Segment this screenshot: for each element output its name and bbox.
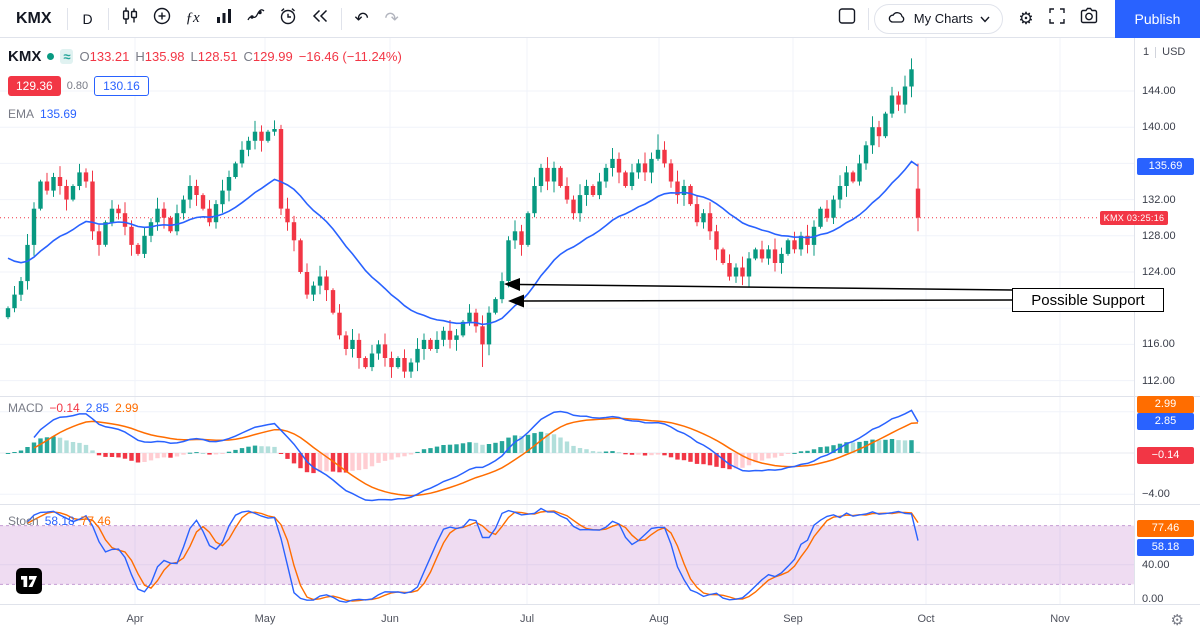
price-tick: 128.00 [1142, 229, 1176, 242]
month-label: Apr [126, 613, 144, 625]
compare-button[interactable] [146, 4, 178, 34]
price-tick: 144.00 [1142, 85, 1176, 97]
symbol-search-button[interactable]: KMX [16, 9, 52, 27]
month-label: Nov [1050, 613, 1070, 625]
interval-button[interactable]: D [82, 10, 93, 27]
tradingview-logo[interactable] [16, 568, 42, 599]
month-label: Jul [519, 613, 535, 625]
month-label: May [254, 613, 276, 625]
stoch-title: Stoch [8, 514, 39, 528]
possible-support-label[interactable]: Possible Support [1012, 288, 1164, 312]
macd-signal-badge: 2.99 [1137, 395, 1194, 413]
axis-unit-currency: USD [1162, 46, 1186, 58]
ohlc-open: O133.21 [79, 49, 130, 64]
my-charts-button[interactable]: My Charts [873, 3, 1003, 34]
axis-unit-value: 1 [1143, 46, 1150, 58]
bid-ask-row: 129.36 0.80 130.16 [8, 76, 149, 96]
bar-columns-icon [213, 5, 235, 32]
macd-signal-value: 2.99 [115, 401, 139, 415]
price-tick: 140.00 [1142, 121, 1176, 134]
axis-unit-toggle[interactable]: 1 USD [1143, 46, 1185, 58]
indicator-templates-button[interactable] [208, 4, 240, 34]
price-axis[interactable]: 1 USD 144.00 140.00 132.00 128.00 124.00 116.… [1135, 38, 1200, 605]
ohlc-close: C129.99 [243, 49, 293, 64]
toolbar-separator [340, 7, 342, 30]
screenshot-button[interactable] [1073, 4, 1105, 34]
ohlc-high: H135.98 [135, 49, 185, 64]
time-axis[interactable]: Apr May Jun Jul Aug Sep Oct Nov ⚙ [0, 604, 1200, 634]
ema-price-badge: 135.69 [1137, 157, 1194, 175]
compare-plus-icon [151, 5, 173, 32]
layout-button[interactable] [831, 4, 863, 34]
axis-settings-gear-icon[interactable]: ⚙ [1170, 612, 1184, 629]
macd-hist-badge: −0.14 [1137, 446, 1194, 464]
macd-title: MACD [8, 401, 44, 415]
ema-value: 135.69 [40, 107, 77, 121]
axis-unit-divider [1155, 46, 1157, 58]
stoch-tick: 40.00 [1142, 558, 1170, 571]
legend-symbol: KMX [8, 48, 42, 65]
curve-with-points-icon [245, 5, 267, 32]
chart-area: KMX ≈ O133.21 H135.98 L128.51 C129.99 −1… [0, 38, 1200, 634]
macd-line-badge: 2.85 [1137, 412, 1194, 430]
redo-button[interactable]: ↷ [384, 9, 399, 28]
ohlc-low: L128.51 [190, 49, 238, 64]
change-value: −16.46 (−11.24%) [298, 49, 402, 64]
toolbar-separator [107, 7, 109, 30]
macd-line-value: 2.85 [85, 401, 110, 415]
undo-button[interactable]: ↶ [354, 9, 369, 28]
ema-legend[interactable]: EMA 135.69 [8, 107, 77, 121]
fullscreen-button[interactable] [1041, 4, 1073, 34]
spread-value: 0.80 [66, 80, 89, 92]
chart-canvas[interactable] [0, 38, 1200, 604]
month-label: Oct [917, 613, 935, 625]
rewind-icon [309, 5, 331, 32]
month-label: Jun [381, 613, 399, 625]
chart-type-button[interactable] [114, 4, 146, 34]
settings-gear-icon[interactable]: ⚙ [1018, 9, 1034, 28]
camera-icon [1078, 5, 1100, 32]
wave-icon: ≈ [60, 49, 74, 64]
publish-button[interactable]: Publish [1115, 0, 1200, 38]
ask-button[interactable]: 130.16 [94, 76, 149, 96]
price-tick: 132.00 [1142, 193, 1176, 206]
alarm-clock-icon [277, 5, 299, 32]
stoch-k-badge: 58.18 [1137, 538, 1194, 556]
ema-label: EMA [8, 107, 35, 121]
price-tick: 112.00 [1142, 374, 1175, 387]
macd-hist-value: −0.14 [49, 401, 80, 415]
alert-button[interactable] [272, 4, 304, 34]
stoch-legend[interactable]: Stoch 58.18 77.46 [8, 514, 111, 528]
layout-square-icon [836, 5, 858, 32]
macd-tick: −4.00 [1142, 488, 1170, 501]
fullscreen-icon [1046, 5, 1068, 32]
stoch-tick: 0.00 [1142, 593, 1164, 605]
price-tick: 124.00 [1142, 266, 1176, 278]
my-charts-label: My Charts [913, 11, 973, 26]
price-legend[interactable]: KMX ≈ O133.21 H135.98 L128.51 C129.99 −1… [8, 48, 402, 65]
month-label: Aug [649, 613, 669, 625]
price-tick: 116.00 [1142, 338, 1175, 351]
cloud-icon [887, 9, 907, 28]
countdown-price-badge: KMX 03:25:16 [1100, 211, 1168, 225]
market-status-dot [47, 53, 55, 60]
curve-tool-button[interactable] [240, 4, 272, 34]
top-toolbar: KMX D ƒx [0, 0, 1200, 38]
indicators-button[interactable]: ƒx [185, 10, 200, 26]
toolbar-separator [867, 7, 869, 30]
toolbar-separator [66, 7, 68, 30]
chevron-down-icon [980, 11, 990, 26]
replay-button[interactable] [304, 4, 336, 34]
month-label: Sep [783, 613, 803, 625]
candlestick-icon [119, 5, 141, 32]
bid-button[interactable]: 129.36 [8, 76, 61, 96]
macd-legend[interactable]: MACD −0.14 2.85 2.99 [8, 401, 138, 415]
stoch-d-value: 77.46 [80, 514, 111, 528]
stoch-d-badge: 77.46 [1137, 519, 1194, 537]
stoch-k-value: 58.18 [44, 514, 75, 528]
